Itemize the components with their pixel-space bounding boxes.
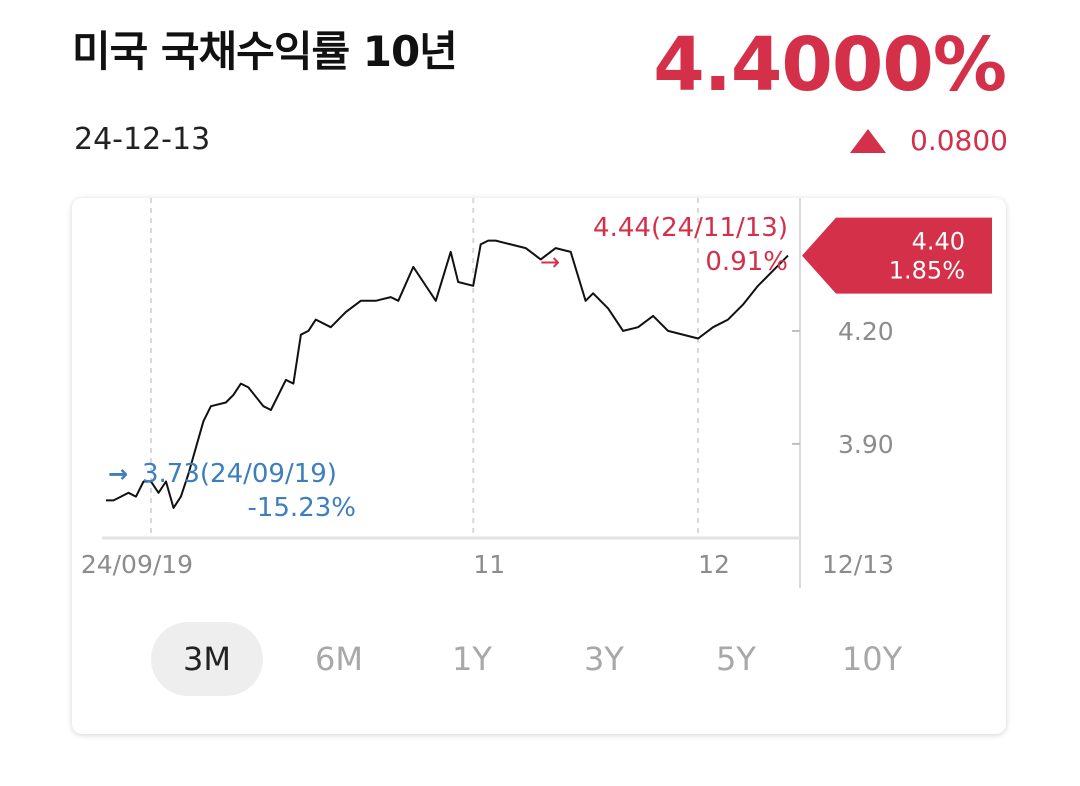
change-indicator: 0.0800 — [850, 124, 1008, 157]
y-tick-label-4.20: 4.20 — [838, 317, 894, 346]
low-annotation-value: 3.73(24/09/19) — [142, 459, 337, 489]
high-annotation-pct: 0.91% — [705, 247, 788, 277]
period-tab-10y[interactable]: 10Y — [841, 640, 903, 678]
period-tab-3m[interactable]: 3M — [151, 622, 263, 696]
y-tick-label-3.90: 3.90 — [838, 430, 894, 459]
x-end-label: 12/13 — [822, 550, 894, 579]
period-tab-5y[interactable]: 5Y — [716, 640, 756, 678]
change-value: 0.0800 — [910, 124, 1008, 157]
low-annotation-pct: -15.23% — [247, 493, 356, 523]
arrow-right-icon: → — [108, 460, 128, 488]
current-change-label: 1.85% — [889, 257, 965, 285]
yield-chart: 3.90 4.20 24/09/19 11 12 12/13 4.401.85% 4.44(2… — [81, 198, 992, 588]
triangle-up-icon — [850, 128, 887, 153]
period-selector: 3M 6M 1Y 3Y 5Y 10Y — [72, 198, 1006, 734]
x-tick-label-11: 11 — [473, 550, 505, 579]
quote-date: 24-12-13 — [74, 122, 211, 157]
period-tab-6m[interactable]: 6M — [315, 640, 363, 678]
series-line — [106, 239, 789, 509]
x-tick-label-12: 12 — [698, 550, 730, 579]
chart-card: 3.90 4.20 24/09/19 11 12 12/13 4.40 1.85% 4.44(2… — [72, 198, 1006, 734]
period-tab-1y[interactable]: 1Y — [452, 640, 492, 678]
page-title: 미국 국채수익률 10년 — [72, 27, 458, 76]
period-tab-3y[interactable]: 3Y — [584, 640, 624, 678]
current-yield-value: 4.4000% — [653, 22, 1007, 108]
current-value-flag — [802, 217, 992, 294]
current-value-label: 4.40 — [912, 228, 965, 256]
high-annotation-value: 4.44(24/11/13) — [593, 213, 788, 243]
x-tick-label-24/09/19: 24/09/19 — [81, 550, 193, 579]
arrow-right-icon: → — [540, 248, 560, 276]
